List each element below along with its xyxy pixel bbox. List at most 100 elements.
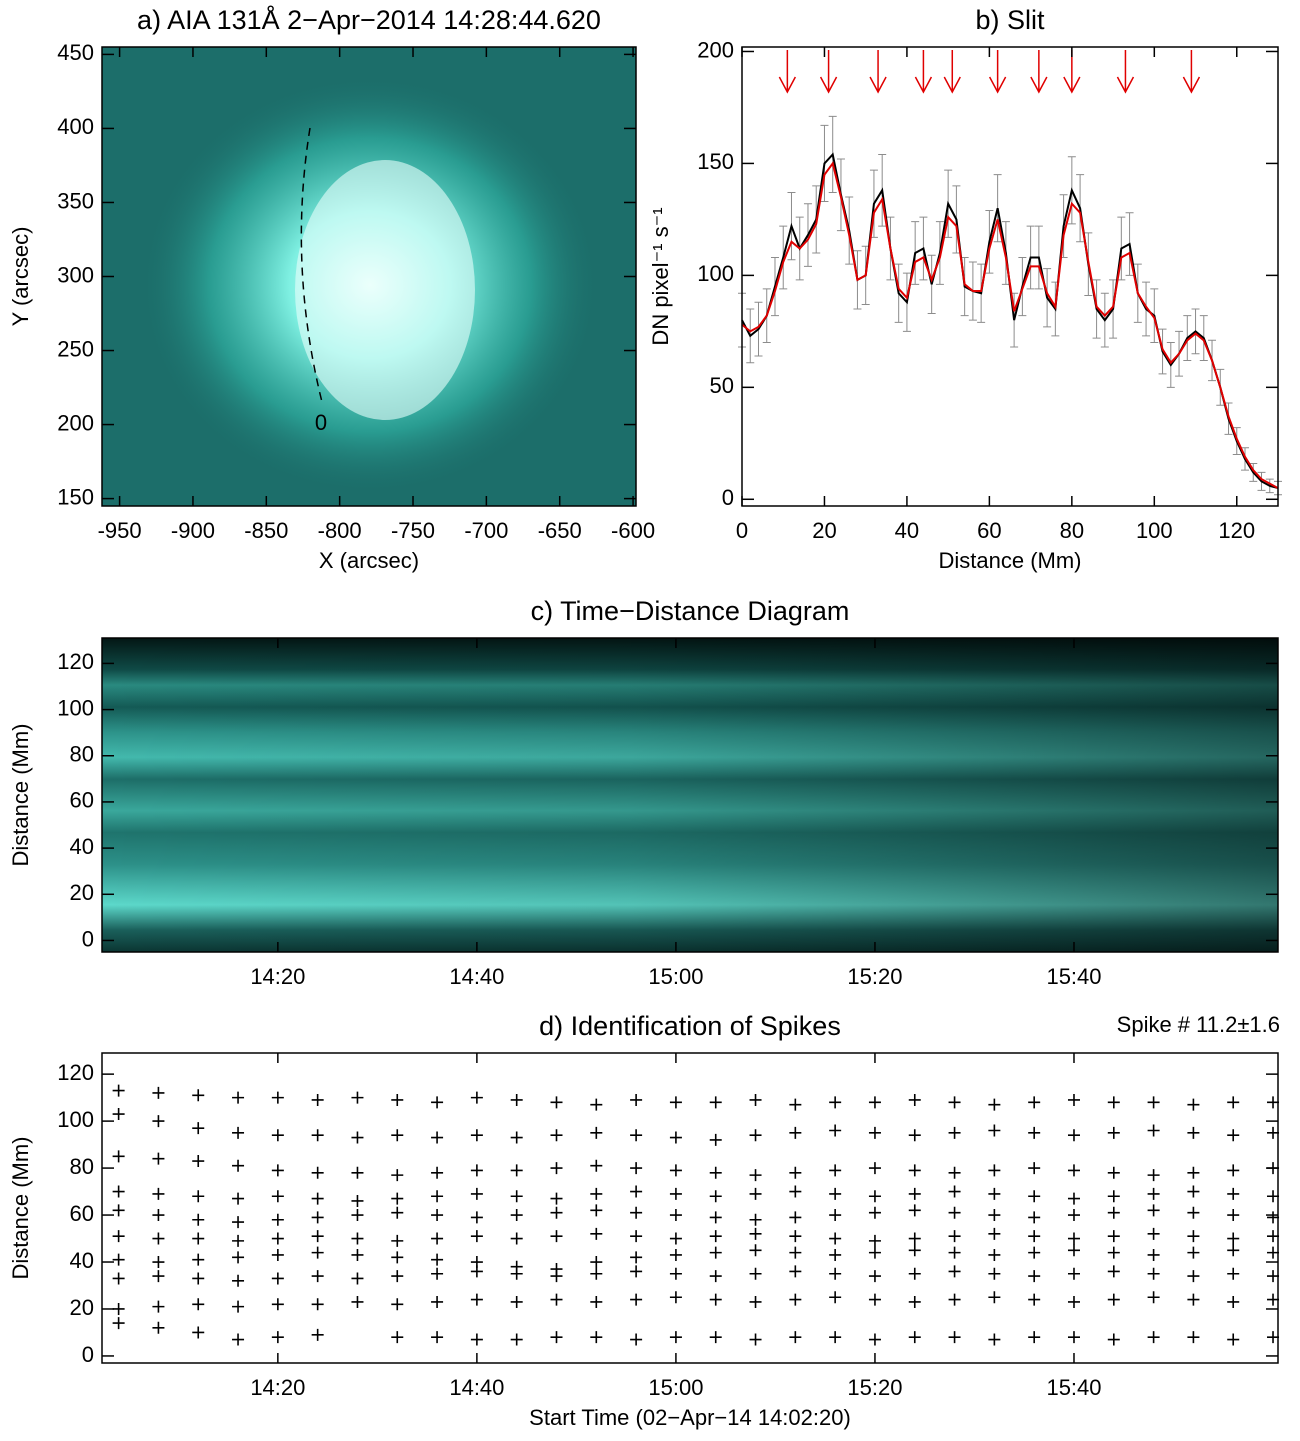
spike-marker bbox=[1028, 1211, 1041, 1224]
spike-marker bbox=[271, 1164, 284, 1177]
y-tick-label: 0 bbox=[82, 926, 94, 951]
spike-marker bbox=[988, 1187, 1001, 1200]
y-axis-label: Distance (Mm) bbox=[8, 1136, 33, 1279]
spike-marker bbox=[630, 1265, 643, 1278]
spike-marker bbox=[1067, 1129, 1080, 1142]
x-tick-label: 14:40 bbox=[449, 1375, 504, 1400]
spike-marker bbox=[271, 1213, 284, 1226]
spike-marker bbox=[112, 1317, 125, 1330]
y-tick-label: 250 bbox=[57, 336, 94, 361]
spike-marker bbox=[510, 1164, 523, 1177]
spike-marker bbox=[868, 1190, 881, 1203]
spike-marker bbox=[829, 1124, 842, 1137]
spike-marker bbox=[590, 1227, 603, 1240]
spike-marker bbox=[470, 1230, 483, 1243]
annotation: Spike # 11.2±1.6 bbox=[1117, 1012, 1280, 1037]
spike-marker bbox=[630, 1206, 643, 1219]
spike-marker bbox=[669, 1291, 682, 1304]
spike-marker bbox=[1227, 1232, 1240, 1245]
y-tick-label: 20 bbox=[70, 1295, 94, 1320]
spike-marker bbox=[1147, 1267, 1160, 1280]
spike-marker bbox=[590, 1098, 603, 1111]
spike-marker bbox=[749, 1295, 762, 1308]
spike-marker bbox=[630, 1251, 643, 1264]
x-tick-label: 15:20 bbox=[847, 1375, 902, 1400]
spike-marker bbox=[829, 1232, 842, 1245]
spike-marker bbox=[152, 1187, 165, 1200]
spike-marker bbox=[709, 1270, 722, 1283]
spike-marker bbox=[1227, 1209, 1240, 1222]
spike-marker bbox=[669, 1267, 682, 1280]
spike-marker bbox=[271, 1272, 284, 1285]
spike-marker bbox=[351, 1272, 364, 1285]
spike-marker bbox=[192, 1213, 205, 1226]
spike-marker bbox=[669, 1164, 682, 1177]
spike-marker bbox=[988, 1164, 1001, 1177]
spike-marker bbox=[1028, 1270, 1041, 1283]
profile-line bbox=[741, 161, 1279, 489]
spike-marker bbox=[908, 1093, 921, 1106]
spike-marker bbox=[470, 1091, 483, 1104]
spike-marker bbox=[271, 1232, 284, 1245]
spike-marker bbox=[1187, 1126, 1200, 1139]
y-tick-label: 80 bbox=[70, 1154, 94, 1179]
spike-marker bbox=[1107, 1190, 1120, 1203]
spike-marker bbox=[391, 1331, 404, 1344]
spike-marker bbox=[1187, 1185, 1200, 1198]
spike-marker bbox=[152, 1086, 165, 1099]
spike-marker bbox=[232, 1274, 245, 1287]
spike-marker bbox=[630, 1185, 643, 1198]
spike-marker bbox=[1107, 1166, 1120, 1179]
spike-marker bbox=[510, 1232, 523, 1245]
y-tick-label: 60 bbox=[70, 788, 94, 813]
spike-marker bbox=[192, 1190, 205, 1203]
profile-line bbox=[741, 152, 1279, 490]
spike-marker bbox=[271, 1190, 284, 1203]
spike-marker bbox=[789, 1185, 802, 1198]
y-tick-label: 40 bbox=[70, 1248, 94, 1273]
spike-marker bbox=[550, 1162, 563, 1175]
spike-marker bbox=[1028, 1126, 1041, 1139]
spike-marker bbox=[232, 1126, 245, 1139]
spike-marker bbox=[630, 1333, 643, 1346]
spike-marker bbox=[868, 1096, 881, 1109]
spike-marker bbox=[789, 1166, 802, 1179]
spike-marker bbox=[749, 1333, 762, 1346]
spike-marker bbox=[1107, 1333, 1120, 1346]
spike-marker bbox=[908, 1244, 921, 1257]
spike-marker bbox=[789, 1293, 802, 1306]
chart-title: d) Identification of Spikes bbox=[539, 1011, 841, 1041]
spike-marker bbox=[749, 1169, 762, 1182]
spike-marker bbox=[431, 1295, 444, 1308]
x-tick-label: 60 bbox=[977, 518, 1001, 543]
y-tick-label: 20 bbox=[70, 880, 94, 905]
spike-marker bbox=[351, 1131, 364, 1144]
spike-marker bbox=[590, 1159, 603, 1172]
spike-marker bbox=[908, 1232, 921, 1245]
spike-marker bbox=[1227, 1244, 1240, 1257]
spike-marker bbox=[1067, 1232, 1080, 1245]
spike-marker bbox=[749, 1187, 762, 1200]
plot-frame bbox=[101, 637, 1279, 953]
spike-marker bbox=[630, 1293, 643, 1306]
spike-marker bbox=[311, 1230, 324, 1243]
spike-marker bbox=[1147, 1096, 1160, 1109]
x-tick-label: 100 bbox=[1136, 518, 1173, 543]
spike-marker bbox=[988, 1267, 1001, 1280]
x-tick-label: 15:20 bbox=[847, 964, 902, 989]
spike-marker bbox=[988, 1291, 1001, 1304]
spike-marker bbox=[510, 1190, 523, 1203]
spike-marker bbox=[948, 1265, 961, 1278]
spike-marker bbox=[630, 1129, 643, 1142]
spike-marker bbox=[152, 1152, 165, 1165]
spike-marker bbox=[550, 1096, 563, 1109]
spike-marker bbox=[749, 1129, 762, 1142]
spike-marker bbox=[232, 1192, 245, 1205]
spike-marker bbox=[1147, 1248, 1160, 1261]
spike-marker bbox=[988, 1209, 1001, 1222]
spike-marker bbox=[112, 1108, 125, 1121]
spike-marker bbox=[1147, 1204, 1160, 1217]
spike-marker bbox=[709, 1246, 722, 1259]
spike-marker bbox=[669, 1209, 682, 1222]
spike-marker bbox=[829, 1209, 842, 1222]
